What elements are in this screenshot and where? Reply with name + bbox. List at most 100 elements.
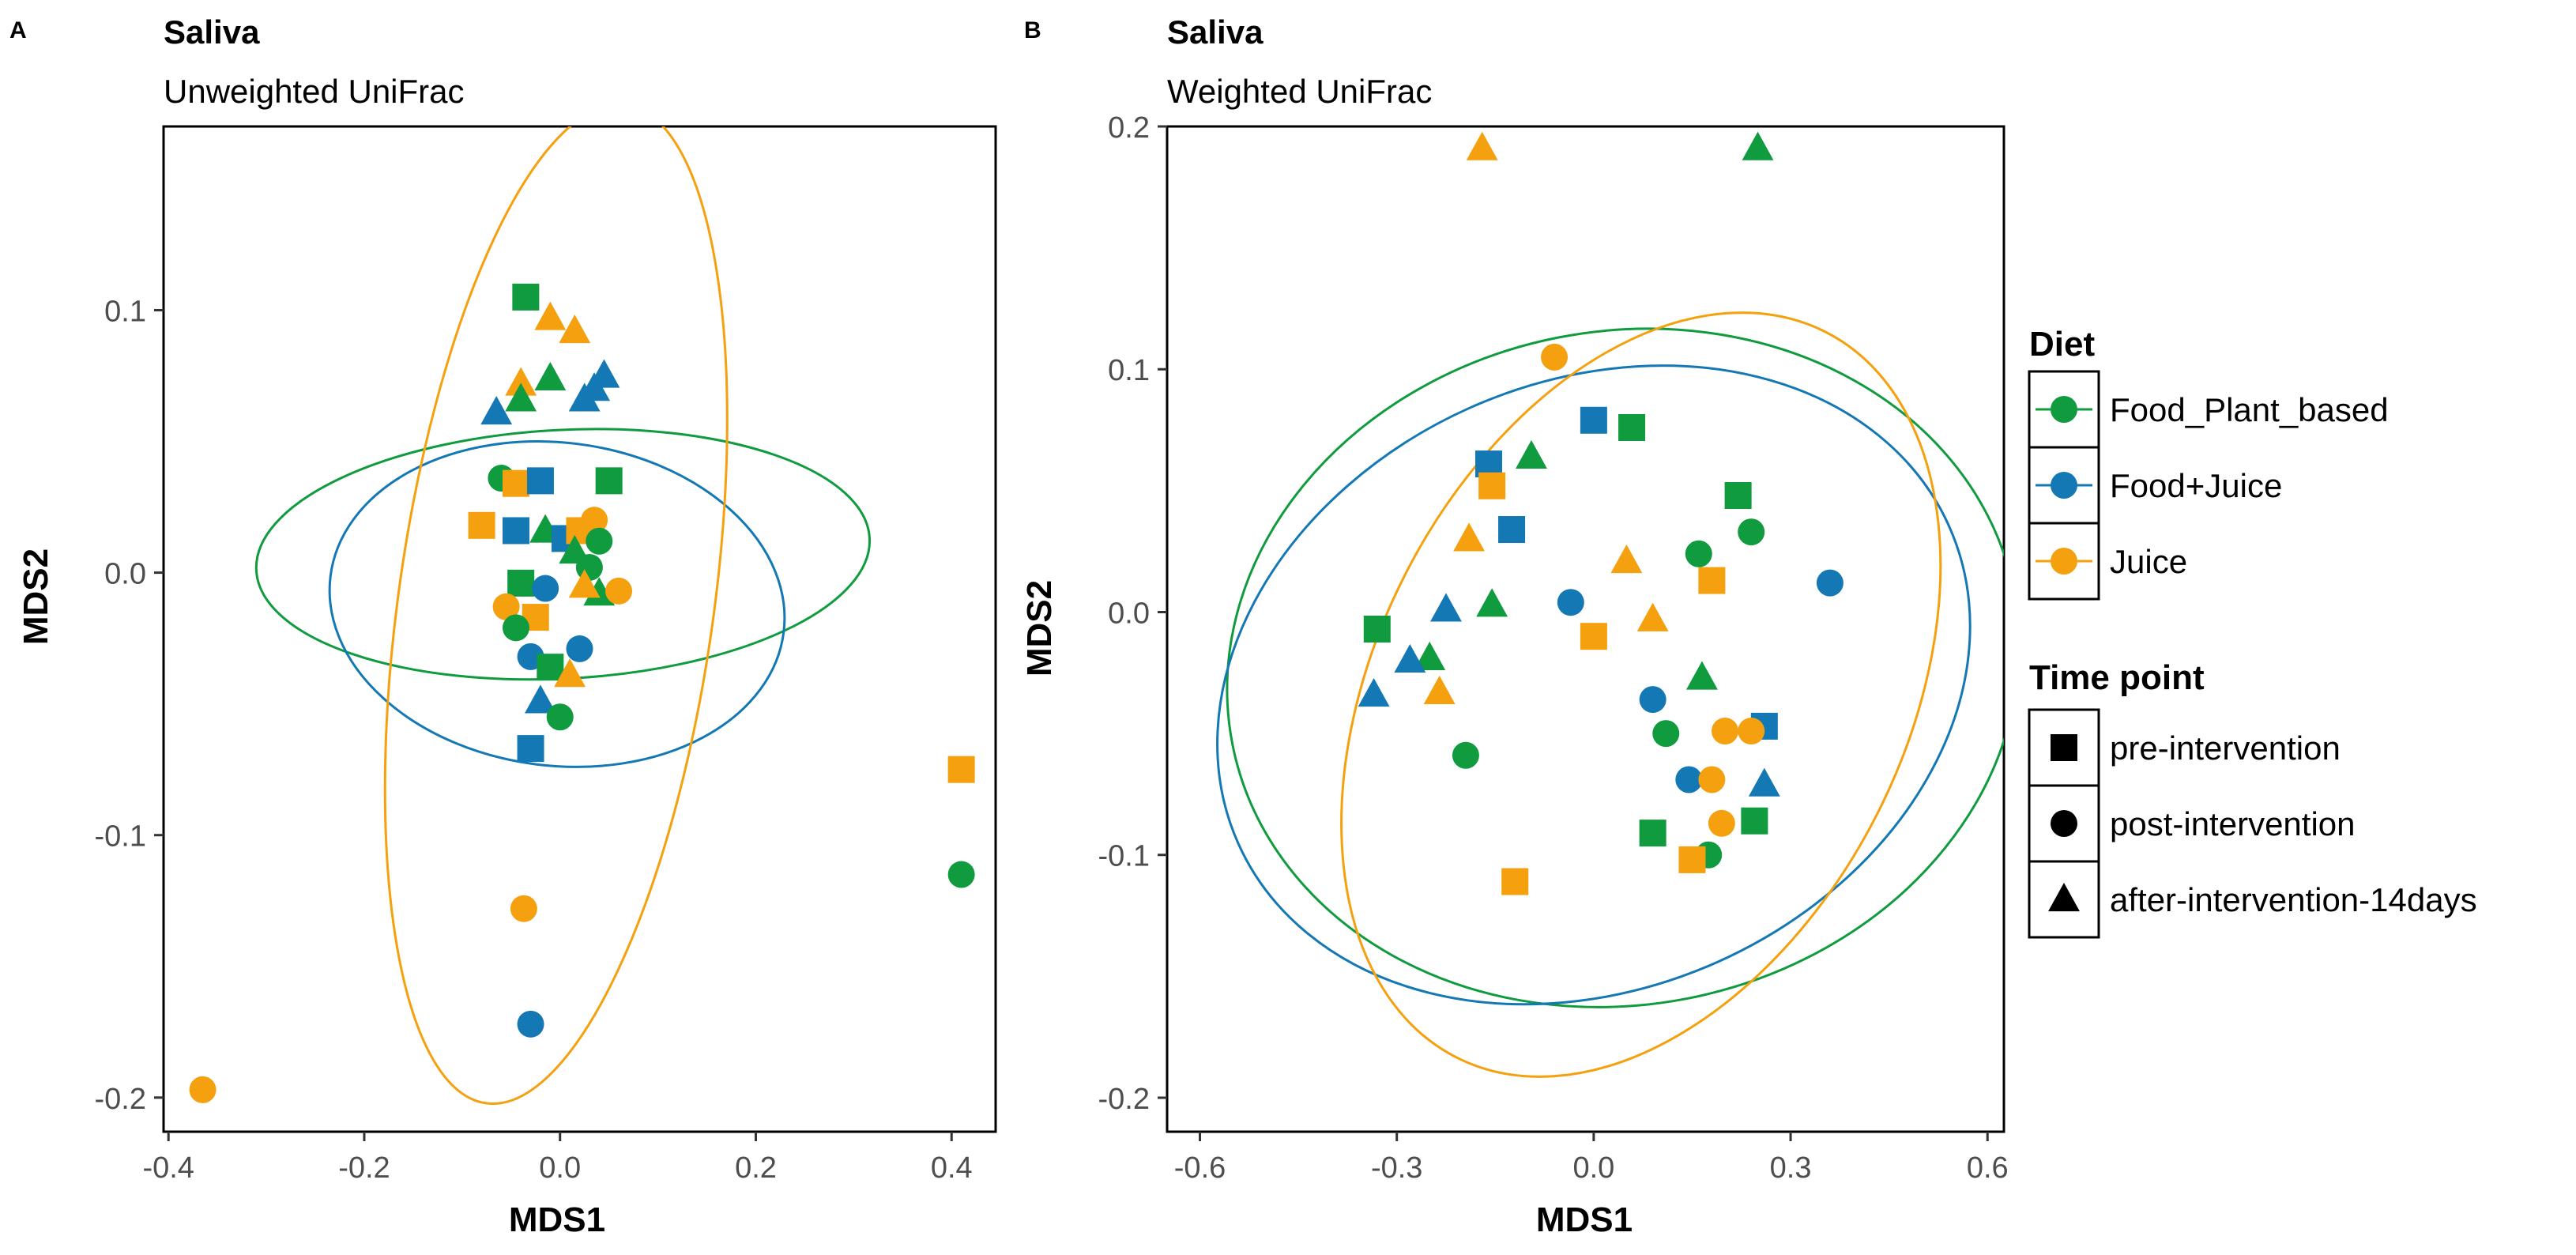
panel-a-point bbox=[546, 703, 574, 731]
panel-a-point bbox=[480, 396, 513, 425]
legend-time-title: Time point bbox=[2029, 658, 2205, 697]
panel-b-point bbox=[1358, 677, 1390, 707]
panel-b-point bbox=[1748, 767, 1780, 797]
panel-a-subtitle: Unweighted UniFrac bbox=[164, 73, 465, 110]
panel-a-ytick-label: -0.2 bbox=[95, 1083, 146, 1116]
panel-a-point bbox=[512, 283, 540, 311]
panel-a-point bbox=[554, 658, 586, 688]
panel-b-ytick-label: 0.0 bbox=[1108, 597, 1150, 630]
panel-b-ellipse-food-plant-based bbox=[1226, 327, 2004, 1008]
panel-b-point bbox=[1685, 540, 1712, 567]
panel-b-xtick-label: 0.3 bbox=[1770, 1151, 1812, 1185]
panel-a-xtick-label: 0.2 bbox=[735, 1151, 777, 1185]
panel-b-title: Saliva bbox=[1167, 13, 1264, 51]
panel-a-point bbox=[605, 577, 633, 605]
panel-a-ellipse-food-juice bbox=[328, 440, 786, 768]
panel-b-ylabel: MDS2 bbox=[1020, 580, 1059, 676]
panel-a-title: Saliva bbox=[164, 13, 260, 51]
panel-b-point bbox=[1478, 472, 1506, 499]
legend-diet-key-dot bbox=[2051, 472, 2077, 499]
panel-a-xtick-label: -0.2 bbox=[338, 1151, 390, 1185]
panel-b-xtick-label: -0.6 bbox=[1174, 1151, 1226, 1185]
panel-b-point bbox=[1675, 766, 1703, 793]
panel-a-point bbox=[586, 527, 613, 555]
panel-b-ytick-label: 0.1 bbox=[1108, 354, 1150, 387]
panel-a-panel-border bbox=[162, 125, 997, 1133]
panel-b-ellipses bbox=[1216, 311, 2004, 1078]
panel-a-point bbox=[468, 511, 495, 539]
panel-b-point bbox=[1610, 544, 1643, 574]
panel-a-point bbox=[568, 569, 601, 598]
panel-a: A Saliva Unweighted UniFrac -0.4 -0.2 0.0 0… bbox=[9, 13, 997, 1239]
panel-a-ylabel: MDS2 bbox=[17, 548, 55, 645]
legend-diet-label: Food_Plant_based bbox=[2110, 391, 2389, 428]
panel-b-ytick-label: -0.1 bbox=[1098, 840, 1150, 873]
legend: Diet Food_Plant_based Food+Juice Juice Tim… bbox=[2028, 325, 2477, 939]
panel-a-ytick-label: 0.0 bbox=[104, 558, 146, 591]
panel-b-point bbox=[1557, 589, 1584, 616]
panel-b-point bbox=[1685, 661, 1718, 690]
panel-b-point bbox=[1498, 516, 1526, 544]
panel-b-point bbox=[1516, 439, 1547, 469]
panel-b-point bbox=[1466, 131, 1498, 160]
panel-b-plot-area: -0.6 -0.3 0.0 0.3 0.6 -0.2 -0.1 0.0 0.1 0.2 bbox=[1098, 111, 2009, 1185]
panel-b-point bbox=[1618, 413, 1646, 441]
panel-a-label: A bbox=[9, 17, 27, 43]
panel-a-point bbox=[534, 361, 567, 390]
panel-a-point bbox=[517, 735, 544, 763]
panel-a-point bbox=[947, 861, 975, 888]
legend-time-key-shape bbox=[2048, 883, 2080, 912]
panel-a-points bbox=[189, 283, 975, 1103]
panel-b-point bbox=[1712, 718, 1738, 745]
panel-b-point bbox=[1738, 718, 1765, 745]
panel-b-points bbox=[1358, 131, 1843, 895]
panel-b-point bbox=[1639, 820, 1666, 847]
panel-b-point bbox=[1636, 602, 1669, 631]
panel-b-point bbox=[1698, 567, 1726, 594]
legend-diet-key-dot bbox=[2051, 396, 2077, 423]
legend-diet-label: Juice bbox=[2110, 543, 2187, 580]
panel-a-point bbox=[517, 1010, 544, 1038]
legend-time-key-shape bbox=[2051, 734, 2077, 761]
panel-a-xtick-label: 0.4 bbox=[931, 1151, 973, 1185]
panel-b-point bbox=[1652, 720, 1680, 748]
legend-time-label: post-intervention bbox=[2110, 805, 2356, 842]
panel-a-point bbox=[537, 654, 564, 681]
panel-b-point bbox=[1742, 131, 1774, 160]
panel-a-ytick-label: -0.1 bbox=[95, 820, 146, 854]
legend-time-label: after-intervention-14days bbox=[2110, 881, 2477, 918]
panel-b-point bbox=[1580, 623, 1607, 650]
panel-a-point bbox=[583, 577, 616, 606]
panel-a-point bbox=[568, 383, 601, 412]
panel-b-point bbox=[1453, 522, 1486, 552]
panel-b-point bbox=[1639, 686, 1666, 714]
panel-b-point bbox=[1423, 675, 1456, 705]
panel-b-point bbox=[1476, 588, 1508, 617]
panel-a-point bbox=[566, 635, 593, 662]
panel-b-point bbox=[1741, 807, 1768, 835]
panel-b-point bbox=[1580, 406, 1607, 434]
panel-b-point bbox=[1698, 766, 1726, 793]
panel-a-point bbox=[492, 593, 520, 620]
panel-b-point bbox=[1414, 641, 1446, 670]
panel-a-point bbox=[502, 469, 529, 497]
panel-b-ytick-label: -0.2 bbox=[1098, 1083, 1150, 1116]
panel-a-point bbox=[505, 367, 537, 396]
panel-a-point bbox=[559, 315, 591, 344]
legend-diet-label: Food+Juice bbox=[2110, 467, 2282, 504]
legend-time-group: pre-intervention post-intervention after-i… bbox=[2028, 708, 2477, 939]
legend-diet-key-dot bbox=[2051, 548, 2077, 575]
legend-time-key-shape bbox=[2051, 810, 2077, 837]
panel-b-point bbox=[1430, 593, 1462, 622]
panel-a-point bbox=[595, 467, 623, 495]
panel-a-xtick-label: 0.0 bbox=[539, 1151, 581, 1185]
legend-diet-title: Diet bbox=[2029, 325, 2095, 364]
panel-a-point bbox=[532, 575, 559, 602]
panel-b-xtick-label: 0.0 bbox=[1572, 1151, 1614, 1185]
panel-b-point bbox=[1708, 809, 1735, 837]
panel-b-label: B bbox=[1024, 17, 1041, 43]
panel-a-point bbox=[526, 467, 554, 495]
panel-a-point bbox=[189, 1076, 217, 1103]
panel-b-point bbox=[1738, 518, 1765, 546]
panel-b-point bbox=[1541, 343, 1569, 371]
